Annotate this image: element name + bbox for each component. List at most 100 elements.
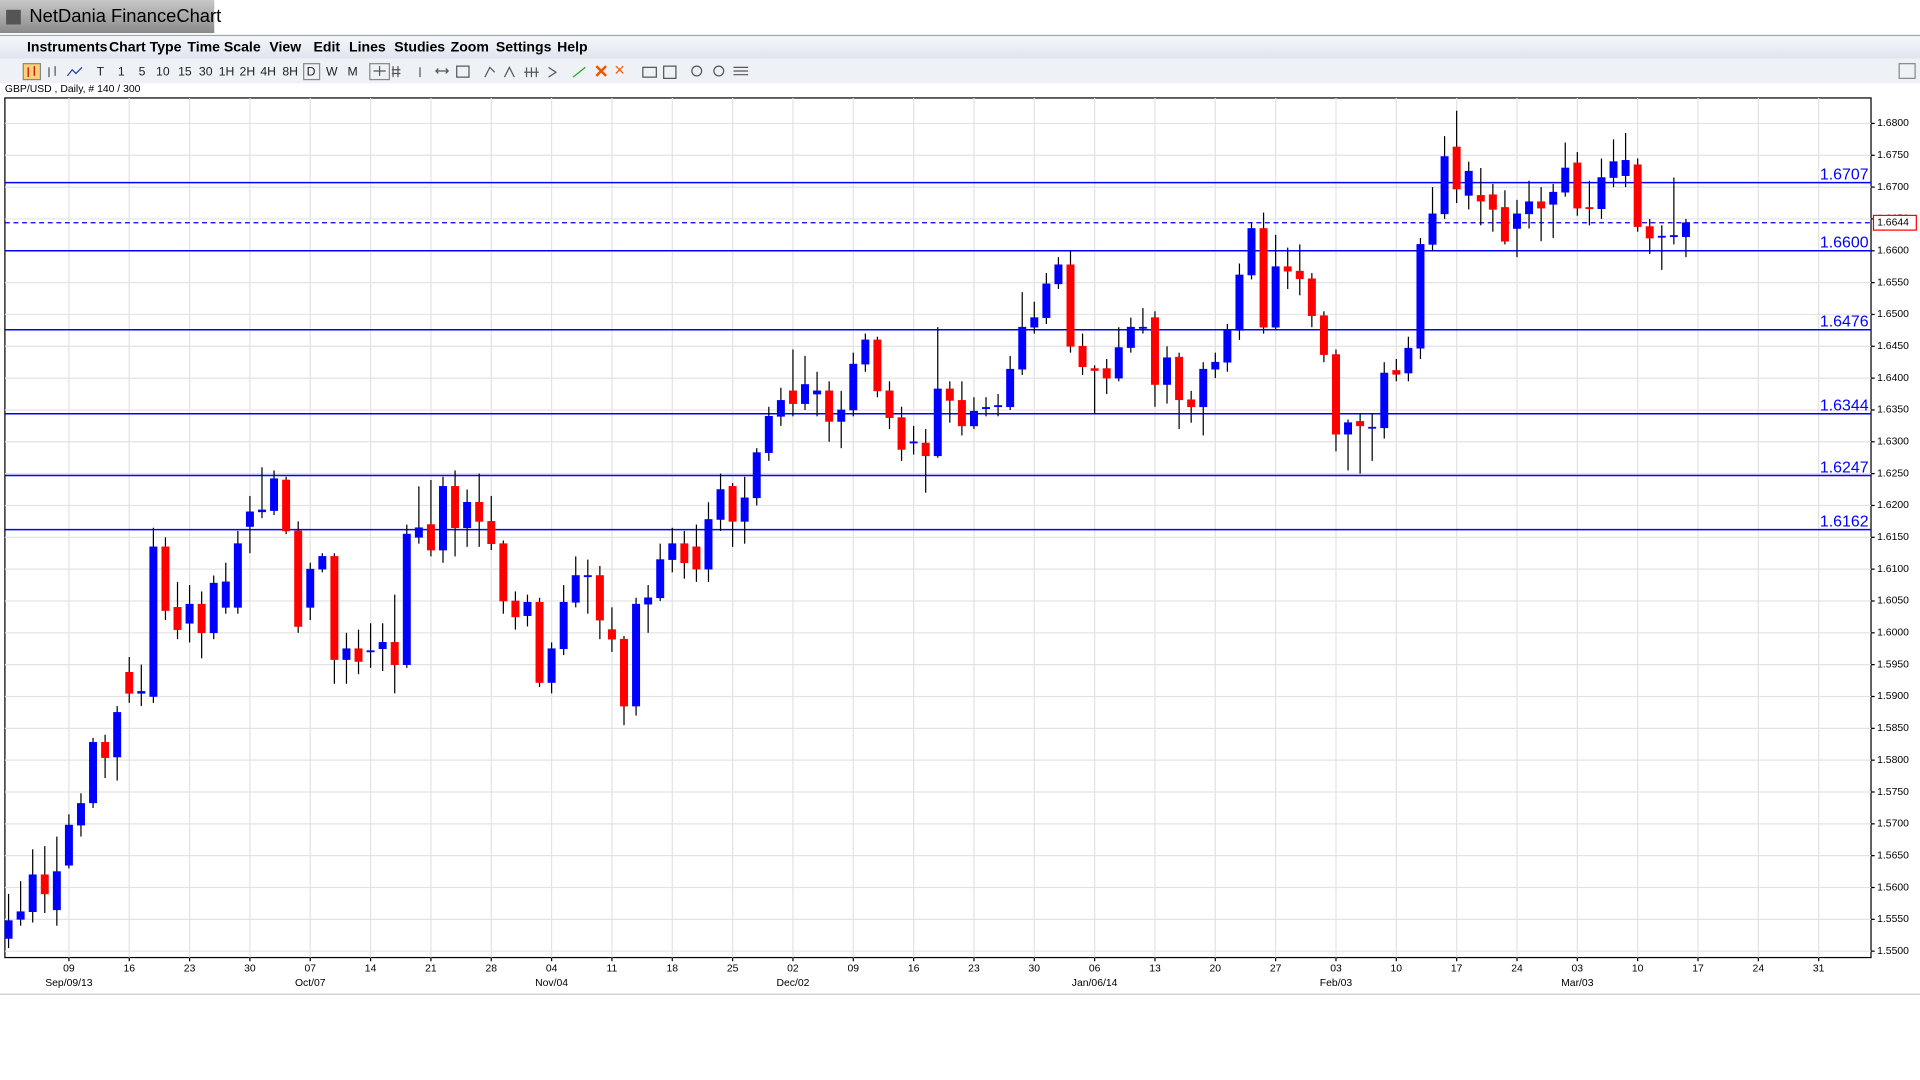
menu-item[interactable]: Help [557,38,588,54]
icon-volume[interactable] [456,65,470,78]
candle-body [547,648,556,683]
candle-body [933,388,942,457]
candle-body [487,521,496,544]
icon-grid[interactable] [391,66,401,78]
candle-body [535,601,544,683]
timeframe-button[interactable]: 1H [219,64,235,78]
candle-body [1332,354,1340,435]
candle-body [620,638,628,707]
icon-trend[interactable] [484,66,496,78]
icon-scroll[interactable] [435,68,450,74]
candle-body [390,642,399,665]
month-label: Oct/07 [295,978,326,989]
level-label: 1.6344 [1820,398,1869,415]
y-tick-label: 1.6300 [1877,437,1909,448]
menu-item[interactable]: Lines [349,38,386,54]
x-tick-label: 14 [365,963,377,974]
y-tick-label: 1.6200 [1877,500,1909,511]
y-tick-label: 1.5750 [1877,787,1909,798]
icon-fib[interactable] [524,67,539,78]
icon-channel[interactable] [503,65,515,78]
candle-body [1126,326,1135,348]
icon-line[interactable] [66,66,83,77]
icon-preview[interactable] [663,65,677,79]
menu-item[interactable]: Chart Type [109,38,182,54]
candle-body [885,390,894,418]
y-tick-label: 1.6100 [1877,564,1909,575]
menu-item[interactable]: Zoom [451,38,489,54]
candle-body [1066,264,1075,347]
timeframe-button[interactable]: 1 [118,64,125,78]
icon-print[interactable] [642,66,657,78]
menu-item[interactable]: Settings [496,38,552,54]
candle-body [52,871,61,911]
candle-body [233,543,242,608]
candle-body [1259,228,1268,328]
level-label: 1.6162 [1820,514,1869,531]
icon-bars[interactable] [48,66,56,78]
candle-body [1235,274,1244,331]
menu-item[interactable]: Instruments [27,38,108,54]
timeframe-button[interactable]: 2H [240,64,256,78]
y-tick-label: 1.5850 [1877,723,1909,734]
menu-item[interactable]: Time Scale [187,38,260,54]
icon-draw[interactable] [572,66,586,78]
candle-body [1452,146,1461,190]
icon-arrow[interactable] [548,66,558,78]
candle-body [1416,244,1425,349]
menu-item[interactable]: Studies [394,38,445,54]
icon-zoom-in[interactable] [691,65,703,77]
icon-crosshair[interactable] [373,66,386,76]
timeframe-button[interactable]: 30 [199,64,213,78]
levels: 1.6707 1.6600 1.6476 1.6344 1.6247 1.6162 [4,167,1872,531]
candle-body [125,671,134,694]
timeframe-button[interactable]: 4H [260,64,276,78]
candle-body [1102,368,1111,379]
x-tick-label: 03 [1572,963,1584,974]
candle-body [921,442,930,457]
y-tick-label: 1.5700 [1877,819,1909,830]
candle-body [161,546,170,611]
candle-body [511,600,520,618]
month-label: Sep/09/13 [45,978,93,989]
timeframe-button[interactable]: D [307,64,316,78]
candle-body [64,824,73,866]
candle-body [813,390,822,395]
toolbar-icons [22,63,1916,81]
menu-item[interactable]: Edit [313,38,340,54]
candle-body [825,390,834,422]
icon-delete[interactable] [595,65,607,77]
timeframe-button[interactable]: M [348,64,358,78]
candle-body [1597,177,1606,210]
timeframe-button[interactable]: 8H [282,64,298,78]
candle-body [89,742,98,804]
candle-body [330,556,339,660]
timeframe-button[interactable]: 5 [139,64,146,78]
icon-fit[interactable] [733,66,749,76]
icon-settings[interactable] [1898,63,1916,79]
timeframe-button[interactable]: 15 [178,64,192,78]
plot-area [4,97,1872,959]
candle-body [680,543,689,564]
timeframe-button[interactable]: W [326,64,338,78]
last-price-label: 1.6644 [1877,218,1909,229]
timeframe-button[interactable]: T [97,64,105,78]
candle-body [571,575,580,603]
icon-zoom-out[interactable] [713,65,725,77]
x-tick-label: 06 [1089,963,1101,974]
candle-body [258,509,266,513]
y-tick-label: 1.6700 [1877,182,1909,193]
y-tick-label: 1.6350 [1877,405,1909,416]
level-label: 1.6707 [1820,167,1869,184]
candle-body [945,388,954,401]
y-tick-label: 1.6150 [1877,532,1909,543]
menu-item[interactable]: View [269,38,301,54]
icon-candles[interactable] [22,63,42,81]
level-label: 1.6476 [1820,314,1869,331]
y-tick-label: 1.6050 [1877,596,1909,607]
candle-body [499,543,508,602]
candle-body [1368,426,1377,429]
timeframe-button[interactable]: 10 [156,64,170,78]
icon-delete-all[interactable] [615,65,624,74]
